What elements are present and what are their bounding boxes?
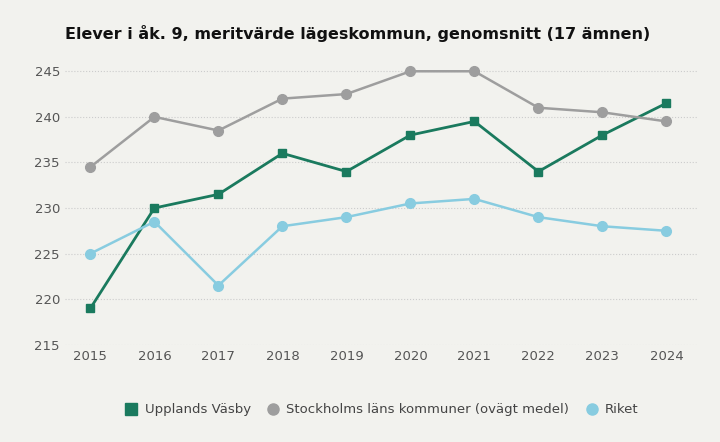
Text: Elever i åk. 9, meritvärde lägeskommun, genomsnitt (17 ämnen): Elever i åk. 9, meritvärde lägeskommun, … <box>65 25 650 42</box>
Riket <box>470 196 479 202</box>
Upplands Väsby <box>662 100 671 106</box>
Upplands Väsby <box>342 169 351 174</box>
Stockholms läns kommuner (ovägt medel) <box>598 110 607 115</box>
Stockholms läns kommuner (ovägt medel) <box>534 105 543 110</box>
Upplands Väsby <box>86 306 95 311</box>
Line: Upplands Väsby: Upplands Väsby <box>86 99 670 312</box>
Upplands Väsby <box>278 151 287 156</box>
Stockholms läns kommuner (ovägt medel) <box>278 96 287 101</box>
Upplands Väsby <box>214 192 222 197</box>
Riket <box>662 228 671 233</box>
Upplands Väsby <box>406 133 415 138</box>
Upplands Väsby <box>598 133 607 138</box>
Stockholms läns kommuner (ovägt medel) <box>86 164 95 170</box>
Riket <box>214 283 222 288</box>
Riket <box>406 201 415 206</box>
Riket <box>342 214 351 220</box>
Stockholms läns kommuner (ovägt medel) <box>406 69 415 74</box>
Line: Riket: Riket <box>86 194 671 290</box>
Riket <box>86 251 95 256</box>
Riket <box>598 224 607 229</box>
Stockholms läns kommuner (ovägt medel) <box>342 91 351 97</box>
Stockholms läns kommuner (ovägt medel) <box>150 114 158 119</box>
Stockholms läns kommuner (ovägt medel) <box>470 69 479 74</box>
Upplands Väsby <box>150 206 158 211</box>
Stockholms läns kommuner (ovägt medel) <box>662 119 671 124</box>
Legend: Upplands Väsby, Stockholms läns kommuner (ovägt medel), Riket: Upplands Väsby, Stockholms läns kommuner… <box>120 398 644 422</box>
Stockholms läns kommuner (ovägt medel) <box>214 128 222 133</box>
Upplands Väsby <box>470 119 479 124</box>
Riket <box>534 214 543 220</box>
Line: Stockholms läns kommuner (ovägt medel): Stockholms läns kommuner (ovägt medel) <box>86 66 671 172</box>
Riket <box>150 219 158 225</box>
Riket <box>278 224 287 229</box>
Upplands Väsby <box>534 169 543 174</box>
